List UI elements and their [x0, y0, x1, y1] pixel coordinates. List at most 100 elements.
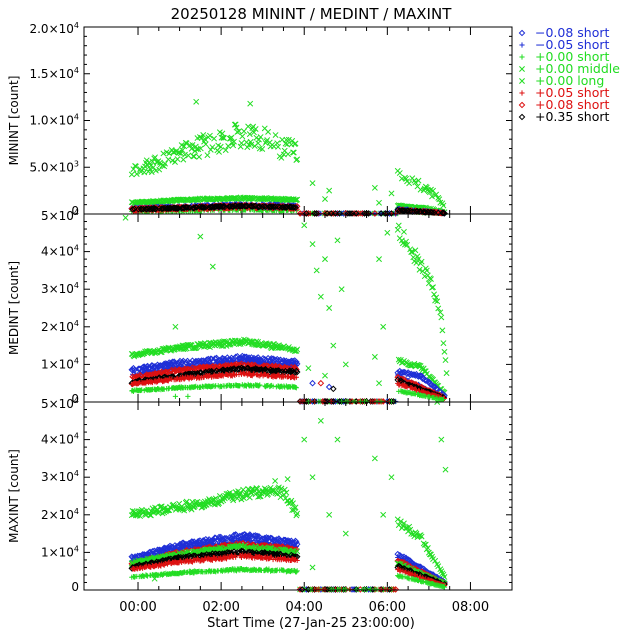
data-point	[130, 205, 138, 213]
data-point	[442, 357, 449, 364]
data-point	[388, 190, 395, 197]
data-point	[352, 210, 360, 217]
data-point	[380, 511, 387, 518]
data-point	[122, 214, 129, 221]
data-point	[403, 238, 409, 245]
data-point	[441, 210, 448, 217]
data-point	[428, 276, 434, 283]
data-point	[346, 210, 354, 217]
data-point	[179, 147, 186, 154]
data-point	[185, 152, 192, 159]
data-point	[225, 143, 232, 149]
data-point	[241, 128, 247, 135]
y-tick-label: 1.5×104	[29, 66, 79, 81]
data-point	[285, 136, 292, 143]
data-point	[376, 199, 382, 206]
y-axis-label: MAXINT [count]	[7, 449, 21, 543]
data-point	[294, 156, 301, 163]
data-point	[191, 153, 198, 160]
data-point	[252, 126, 259, 132]
data-point	[202, 141, 209, 148]
data-point	[336, 210, 343, 217]
y-tick-label: 0	[71, 580, 79, 594]
data-point	[431, 291, 438, 298]
data-point	[221, 135, 227, 142]
data-point	[371, 455, 378, 462]
data-point	[438, 314, 445, 321]
data-point	[442, 466, 449, 473]
y-tick-label: 5.0×103	[29, 159, 79, 174]
data-point	[326, 187, 333, 194]
data-point	[309, 180, 316, 187]
data-point	[259, 355, 267, 362]
data-point	[326, 511, 333, 518]
data-point	[313, 267, 320, 274]
data-point	[430, 209, 438, 216]
data-point	[317, 379, 325, 387]
data-point	[440, 340, 447, 347]
y-tick-label-exponent: 4	[74, 507, 79, 516]
data-point	[269, 355, 277, 363]
data-point	[211, 135, 218, 142]
data-point	[255, 140, 262, 147]
data-point	[404, 207, 412, 215]
data-point	[309, 564, 316, 571]
data-point	[371, 353, 378, 360]
data-point	[272, 132, 279, 138]
y-tick-label-exponent: 4	[74, 208, 79, 217]
data-point	[277, 494, 284, 501]
y-tick-label: 4×104	[41, 432, 79, 447]
data-point	[438, 436, 445, 443]
data-point	[245, 123, 252, 130]
data-point	[222, 147, 229, 154]
data-point	[275, 143, 282, 150]
y-tick-label: 5×104	[41, 396, 79, 411]
y-tick-label-exponent: 4	[74, 113, 79, 122]
data-point	[147, 162, 154, 169]
data-point	[371, 184, 378, 191]
y-tick-label: 2×104	[41, 507, 79, 522]
data-point	[388, 210, 395, 217]
data-point	[228, 134, 235, 141]
data-point	[206, 132, 213, 139]
data-point	[376, 256, 382, 263]
data-point	[342, 361, 349, 368]
y-tick-label-exponent: 4	[74, 396, 79, 405]
data-point	[132, 163, 139, 170]
data-point	[416, 266, 423, 273]
data-point	[440, 202, 447, 209]
data-point	[148, 169, 155, 176]
data-point	[238, 140, 245, 147]
y-tick-label: 1×104	[41, 544, 79, 559]
data-point	[129, 206, 136, 213]
data-point	[396, 170, 403, 176]
data-point	[176, 149, 183, 156]
data-point	[322, 256, 328, 263]
data-point	[376, 380, 382, 387]
data-point	[249, 125, 256, 132]
data-point	[412, 247, 419, 254]
data-point	[309, 241, 316, 248]
data-point	[342, 530, 349, 537]
data-point	[441, 348, 448, 355]
data-point	[436, 196, 443, 203]
y-tick-label: 1×104	[41, 356, 79, 371]
data-point	[272, 478, 279, 484]
data-point	[311, 210, 318, 217]
data-point	[166, 150, 173, 157]
data-point	[334, 436, 341, 443]
data-point	[182, 151, 188, 158]
data-point	[430, 284, 437, 291]
data-point	[193, 98, 200, 105]
data-point	[184, 204, 192, 211]
panel-2-data	[122, 214, 450, 405]
data-point	[439, 209, 446, 217]
data-point	[130, 364, 137, 372]
data-point	[437, 309, 444, 316]
data-point	[201, 136, 208, 143]
data-point	[248, 141, 255, 148]
data-point	[160, 150, 167, 157]
